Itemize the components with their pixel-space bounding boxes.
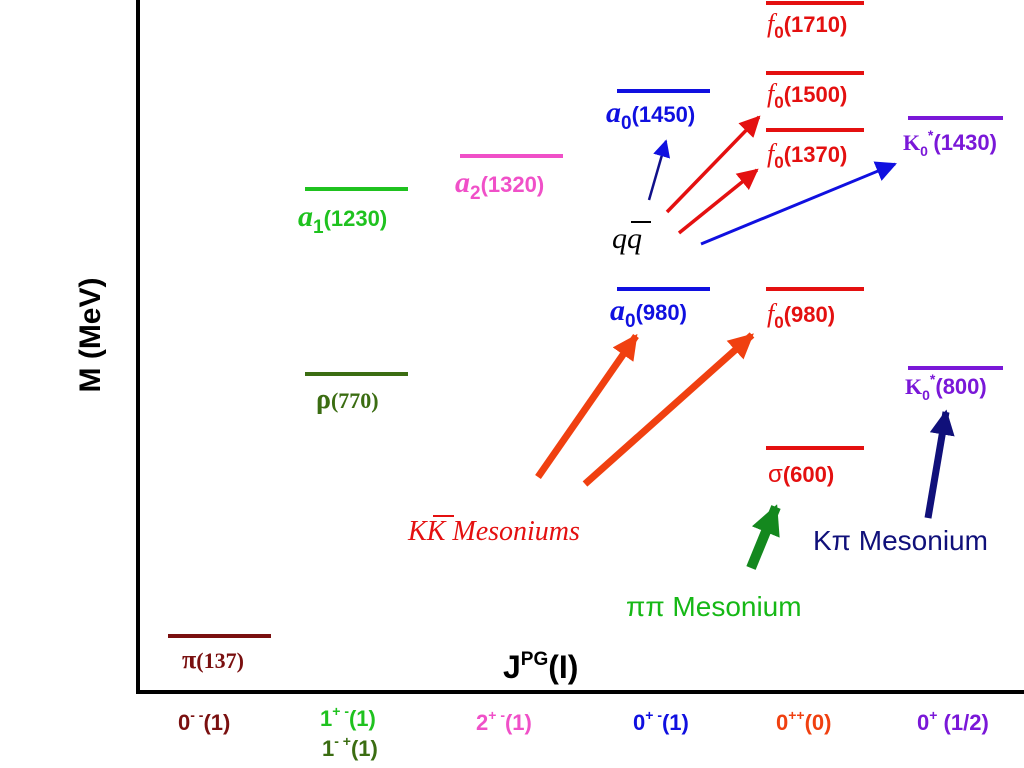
x-axis-label: JPG(I) — [503, 649, 578, 685]
arrow-qq-to-a0-1450 — [647, 139, 671, 201]
column-label-0mm: 0- -(1) — [178, 707, 230, 735]
label-pi: π(137) — [182, 645, 244, 674]
y-axis-label: M (MeV) — [74, 278, 107, 393]
label-f0-1500: f0(1500) — [767, 79, 847, 112]
kpi-mesonium-label: Kπ Mesonium — [813, 525, 988, 556]
label-f0-980: f0(980) — [767, 299, 835, 332]
arrow-kk-to-a0-980 — [535, 333, 639, 479]
label-a1: a1(1230) — [298, 200, 387, 238]
arrow-pipi-to-sigma — [746, 504, 781, 570]
pipi-mesonium-label: ππ Mesonium — [626, 591, 802, 622]
label-a2: a2(1320) — [455, 166, 544, 204]
column-label-0p-half: 0+ (1/2) — [917, 707, 989, 735]
arrow-kk-to-f0-980 — [582, 332, 755, 487]
label-a0-980: a0(980) — [610, 294, 687, 332]
qqbar-label: qq — [612, 222, 642, 255]
arrow-qq-to-f0-1500 — [665, 115, 761, 214]
column-label-0pm: 0+ -(1) — [633, 707, 689, 735]
arrow-kpi-to-k800 — [924, 409, 955, 519]
label-rho: ρ(770) — [316, 384, 379, 415]
label-f0-1370: f0(1370) — [767, 139, 847, 172]
column-label-1pm: 1+ -(1) — [320, 703, 376, 731]
kk-mesoniums-label: KK Mesoniums — [407, 516, 580, 547]
arrow-qq-to-k1430 — [700, 161, 897, 246]
label-f0-1710: f0(1710) — [767, 9, 847, 42]
label-sigma: σ(600) — [768, 461, 834, 488]
label-k1430: K0*(1430) — [903, 127, 997, 159]
arrow-qq-to-f0-1370 — [677, 168, 759, 235]
label-k800: K0*(800) — [905, 371, 987, 403]
column-label-0pp: 0++(0) — [776, 707, 832, 735]
column-label-1mp: 1- +(1) — [322, 733, 378, 761]
column-label-2pm: 2+ -(1) — [476, 707, 532, 735]
label-a0-1450: a0(1450) — [606, 96, 695, 134]
